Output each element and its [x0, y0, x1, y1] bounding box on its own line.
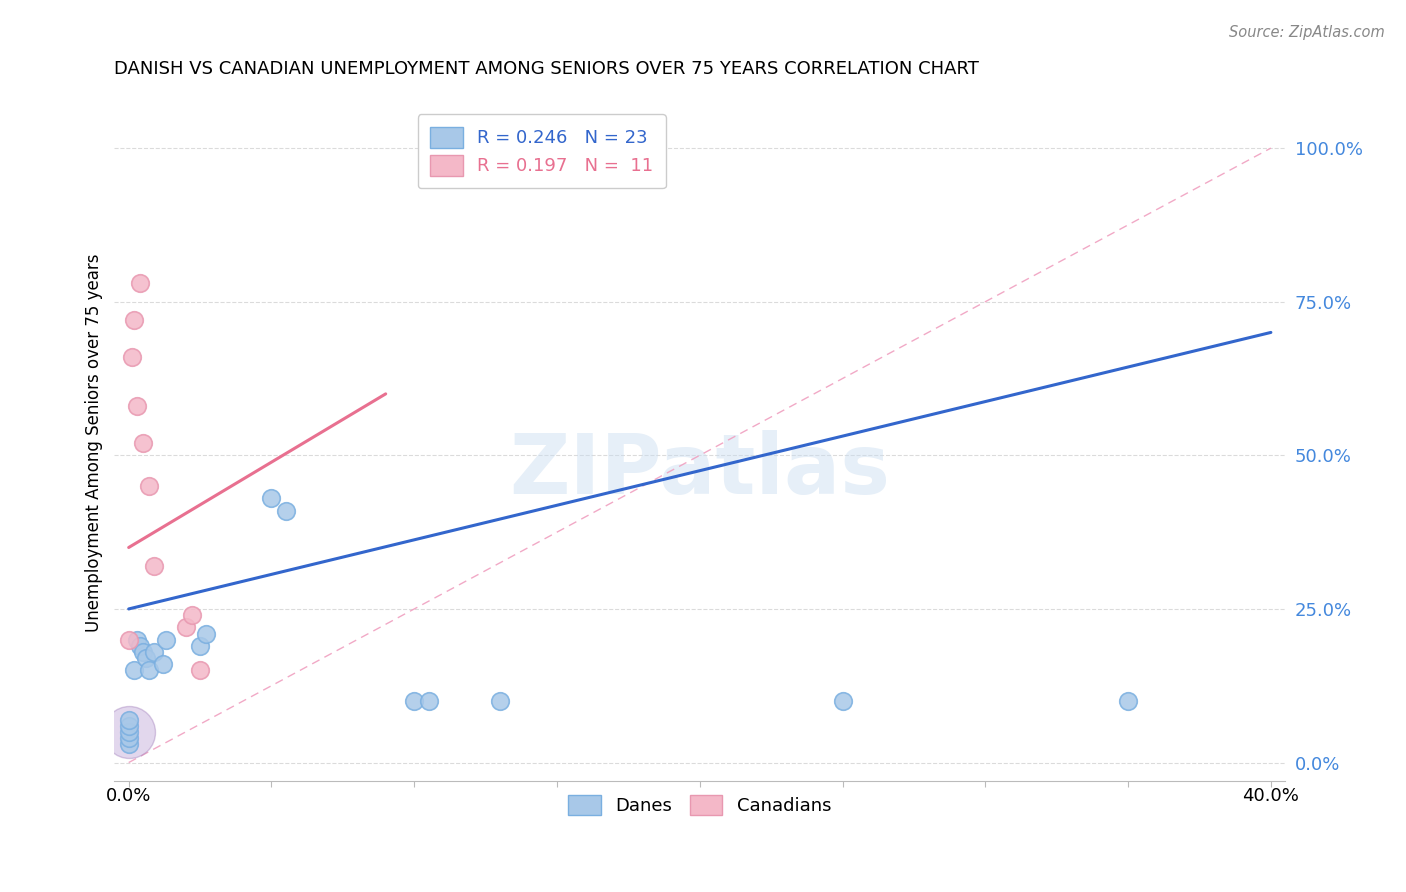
Text: ZIPatlas: ZIPatlas [509, 430, 890, 510]
Point [132, 645, 155, 659]
Text: 0.0%: 0.0% [105, 788, 152, 805]
Point [188, 664, 211, 678]
Point [118, 632, 141, 647]
Point [489, 694, 512, 708]
Point [124, 664, 146, 678]
Text: DANISH VS CANADIAN UNEMPLOYMENT AMONG SENIORS OVER 75 YEARS CORRELATION CHART: DANISH VS CANADIAN UNEMPLOYMENT AMONG SE… [114, 60, 980, 78]
Point [155, 632, 177, 647]
Point [118, 719, 141, 733]
Y-axis label: Unemployment Among Seniors over 75 years: Unemployment Among Seniors over 75 years [86, 254, 103, 632]
Point [132, 436, 155, 450]
Point [174, 620, 197, 634]
Text: 40.0%: 40.0% [1243, 788, 1299, 805]
Point [124, 313, 146, 327]
Point [118, 724, 141, 739]
Point [404, 694, 426, 708]
Point [121, 350, 143, 364]
Point [127, 399, 149, 413]
Point [129, 277, 152, 291]
Point [118, 724, 141, 739]
Point [143, 645, 166, 659]
Point [118, 713, 141, 727]
Point [143, 558, 166, 573]
Point [1116, 694, 1139, 708]
Point [118, 731, 141, 745]
Point [418, 694, 440, 708]
Point [188, 639, 211, 653]
Text: Source: ZipAtlas.com: Source: ZipAtlas.com [1229, 25, 1385, 40]
Point [129, 639, 152, 653]
Point [260, 491, 283, 506]
Point [180, 608, 202, 623]
Point [138, 479, 160, 493]
Point [127, 632, 149, 647]
Point [138, 664, 160, 678]
Point [135, 651, 157, 665]
Point [152, 657, 174, 672]
Point [831, 694, 853, 708]
Point [274, 503, 297, 517]
Legend: Danes, Canadians: Danes, Canadians [561, 788, 838, 822]
Point [118, 737, 141, 751]
Point [194, 626, 217, 640]
